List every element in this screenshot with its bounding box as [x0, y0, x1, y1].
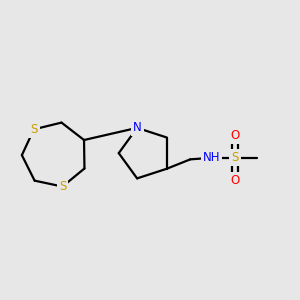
Text: NH: NH	[203, 151, 220, 164]
Text: S: S	[30, 123, 38, 136]
Text: O: O	[230, 129, 240, 142]
Text: S: S	[231, 151, 239, 164]
Text: S: S	[59, 180, 66, 193]
Text: O: O	[230, 174, 240, 187]
Text: N: N	[133, 122, 142, 134]
